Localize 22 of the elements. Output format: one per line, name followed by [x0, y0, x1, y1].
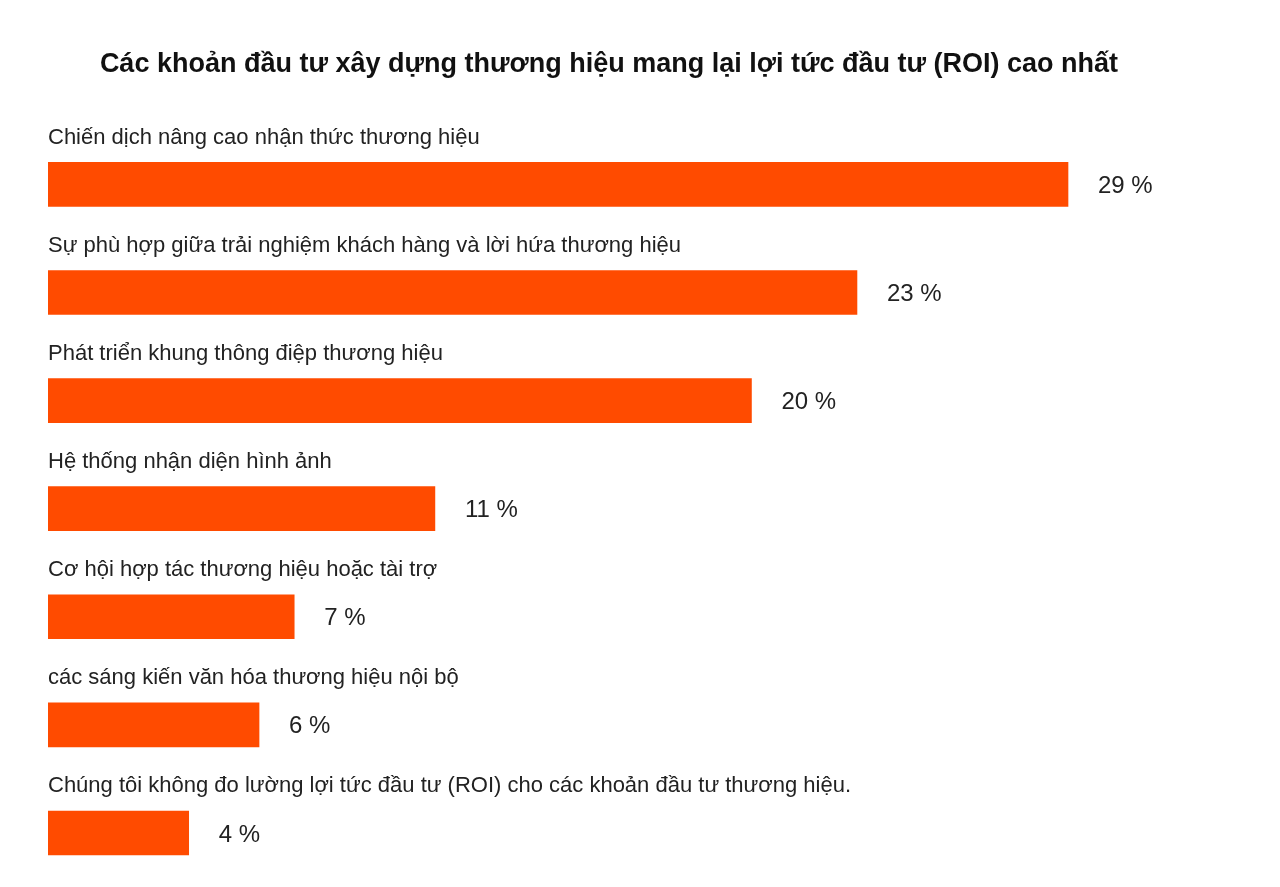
y-tick-label: Chiến dịch nâng cao nhận thức thương hiệu [48, 123, 480, 149]
y-tick-label: Chúng tôi không đo lường lợi tức đầu tư (ROI) cho các khoản đầu tư thương hiệu. [48, 772, 852, 798]
data-label: 29 % [1098, 171, 1153, 199]
y-tick-label: các sáng kiến văn hóa thương hiệu nội bộ [48, 663, 459, 689]
bar [48, 378, 752, 423]
y-tick-label: Cơ hội hợp tác thương hiệu hoặc tài trợ [48, 555, 438, 581]
data-label: 6 % [289, 711, 331, 739]
y-tick-label: Phát triển khung thông điệp thương hiệu [48, 339, 443, 365]
data-label: 4 % [218, 819, 261, 847]
data-label: 11 % [464, 495, 518, 523]
bar [48, 162, 1069, 207]
bar [48, 810, 190, 856]
data-label: 7 % [324, 603, 366, 631]
chart-title: Các khoản đầu tư xây dựng thương hiệu mang lại lợi tức đầu tư (ROI) cao nhất [99, 47, 1119, 78]
y-tick-label: Hệ thống nhận diện hình ảnh [48, 447, 332, 473]
y-tick-label: Sự phù hợp giữa trải nghiệm khách hàng và lời hứa thương hiệu [48, 231, 682, 257]
bar [48, 270, 858, 315]
data-label: 20 % [781, 387, 837, 415]
data-label: 23 % [886, 279, 942, 307]
bar [48, 486, 436, 532]
bar [48, 702, 260, 748]
bar [48, 594, 295, 640]
